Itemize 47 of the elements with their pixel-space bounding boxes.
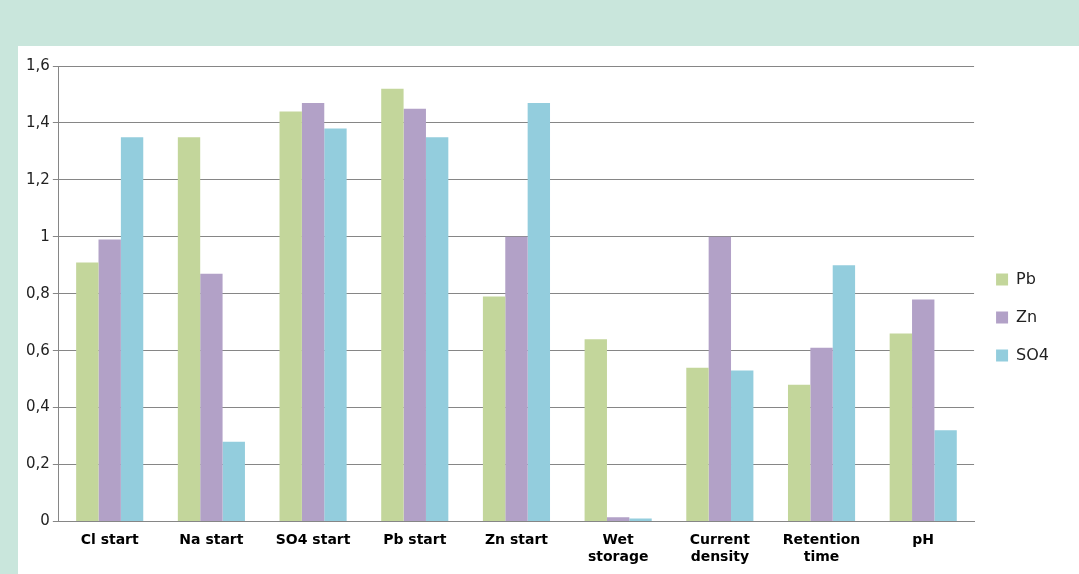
- bar: [505, 236, 528, 521]
- bar: [200, 273, 223, 521]
- legend-label: SO4: [1016, 344, 1050, 364]
- bar: [177, 137, 201, 521]
- x-tick-label: pH: [912, 531, 935, 548]
- x-tick-label: SO4 start: [275, 531, 351, 548]
- bar: [606, 517, 630, 521]
- bar: [120, 137, 144, 521]
- bar: [76, 262, 99, 521]
- bar: [832, 265, 856, 521]
- bar: [279, 111, 302, 521]
- bar: [708, 236, 732, 521]
- bar: [912, 299, 935, 521]
- legend-label: Zn: [1016, 306, 1038, 326]
- y-tick-label: 1,4: [26, 112, 50, 131]
- bar: [584, 339, 607, 521]
- bar: [324, 128, 347, 521]
- bar: [527, 103, 551, 521]
- bar: [425, 137, 449, 521]
- y-tick-label: 0,4: [26, 397, 50, 416]
- y-tick-label: 1,2: [26, 169, 50, 188]
- bar: [810, 347, 833, 521]
- y-tick-label: 1,6: [26, 55, 50, 74]
- x-tick-label: Current density: [689, 531, 751, 565]
- bar: [731, 370, 754, 521]
- x-tick-label: Zn start: [484, 531, 549, 548]
- bar: [482, 296, 506, 521]
- bar: [381, 88, 404, 521]
- y-tick-label: 0: [40, 511, 50, 530]
- bar: [403, 108, 426, 521]
- x-tick-label: Pb start: [383, 531, 447, 548]
- bar: [787, 384, 811, 521]
- legend-label: Pb: [1016, 268, 1036, 288]
- y-tick-label: 0,2: [26, 454, 50, 473]
- bar: [934, 430, 957, 521]
- y-tick-label: 1: [40, 226, 50, 245]
- bar: [686, 367, 709, 521]
- bar: [222, 441, 245, 521]
- bar: [301, 103, 325, 521]
- y-tick-label: 0,6: [26, 340, 50, 359]
- x-tick-label: Retention time: [782, 531, 861, 565]
- y-tick-label: 0,8: [26, 283, 50, 302]
- x-tick-label: Wet storage: [587, 531, 649, 565]
- x-tick-label: Na start: [179, 531, 244, 548]
- bar: [98, 239, 121, 521]
- bar: [889, 333, 913, 521]
- x-tick-label: Cl start: [80, 531, 140, 548]
